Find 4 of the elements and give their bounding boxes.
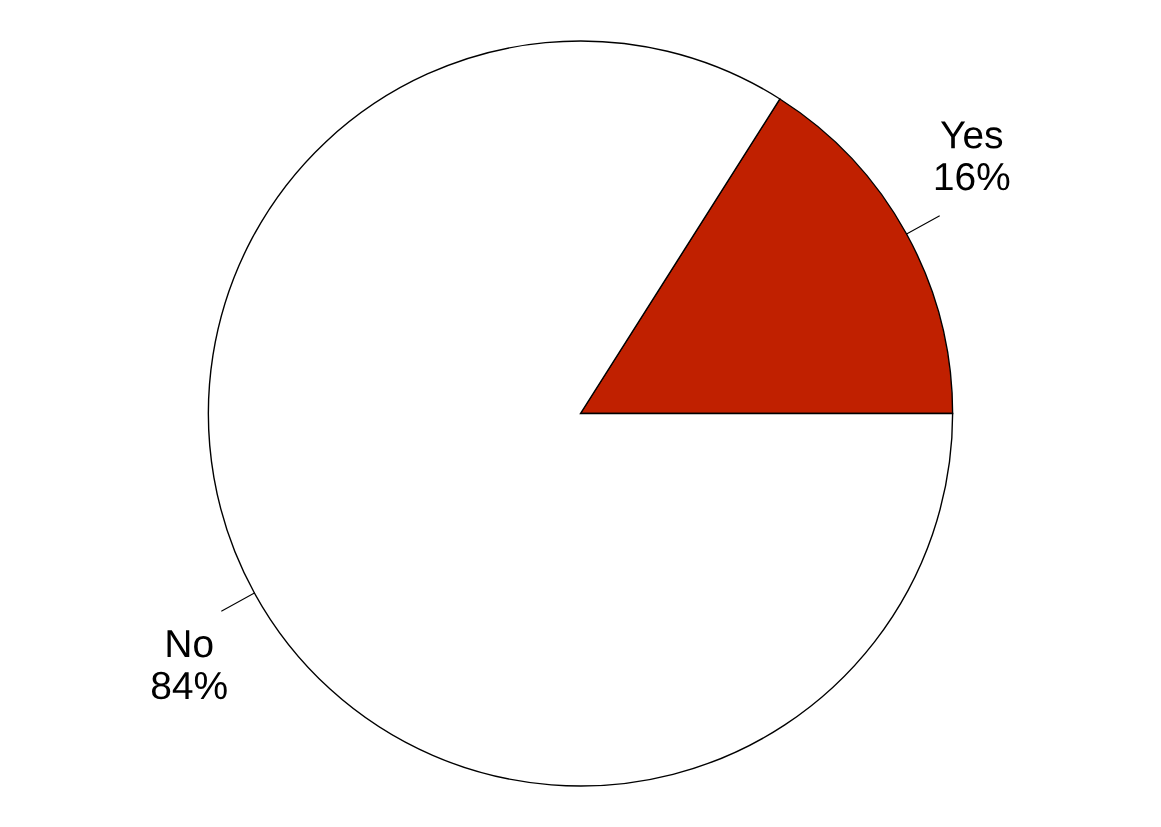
data-label: 16%: [935, 162, 1010, 191]
data-label: 84%: [151, 671, 227, 700]
slice-label: Yes: [940, 121, 1003, 149]
slice-label: No: [167, 630, 213, 658]
